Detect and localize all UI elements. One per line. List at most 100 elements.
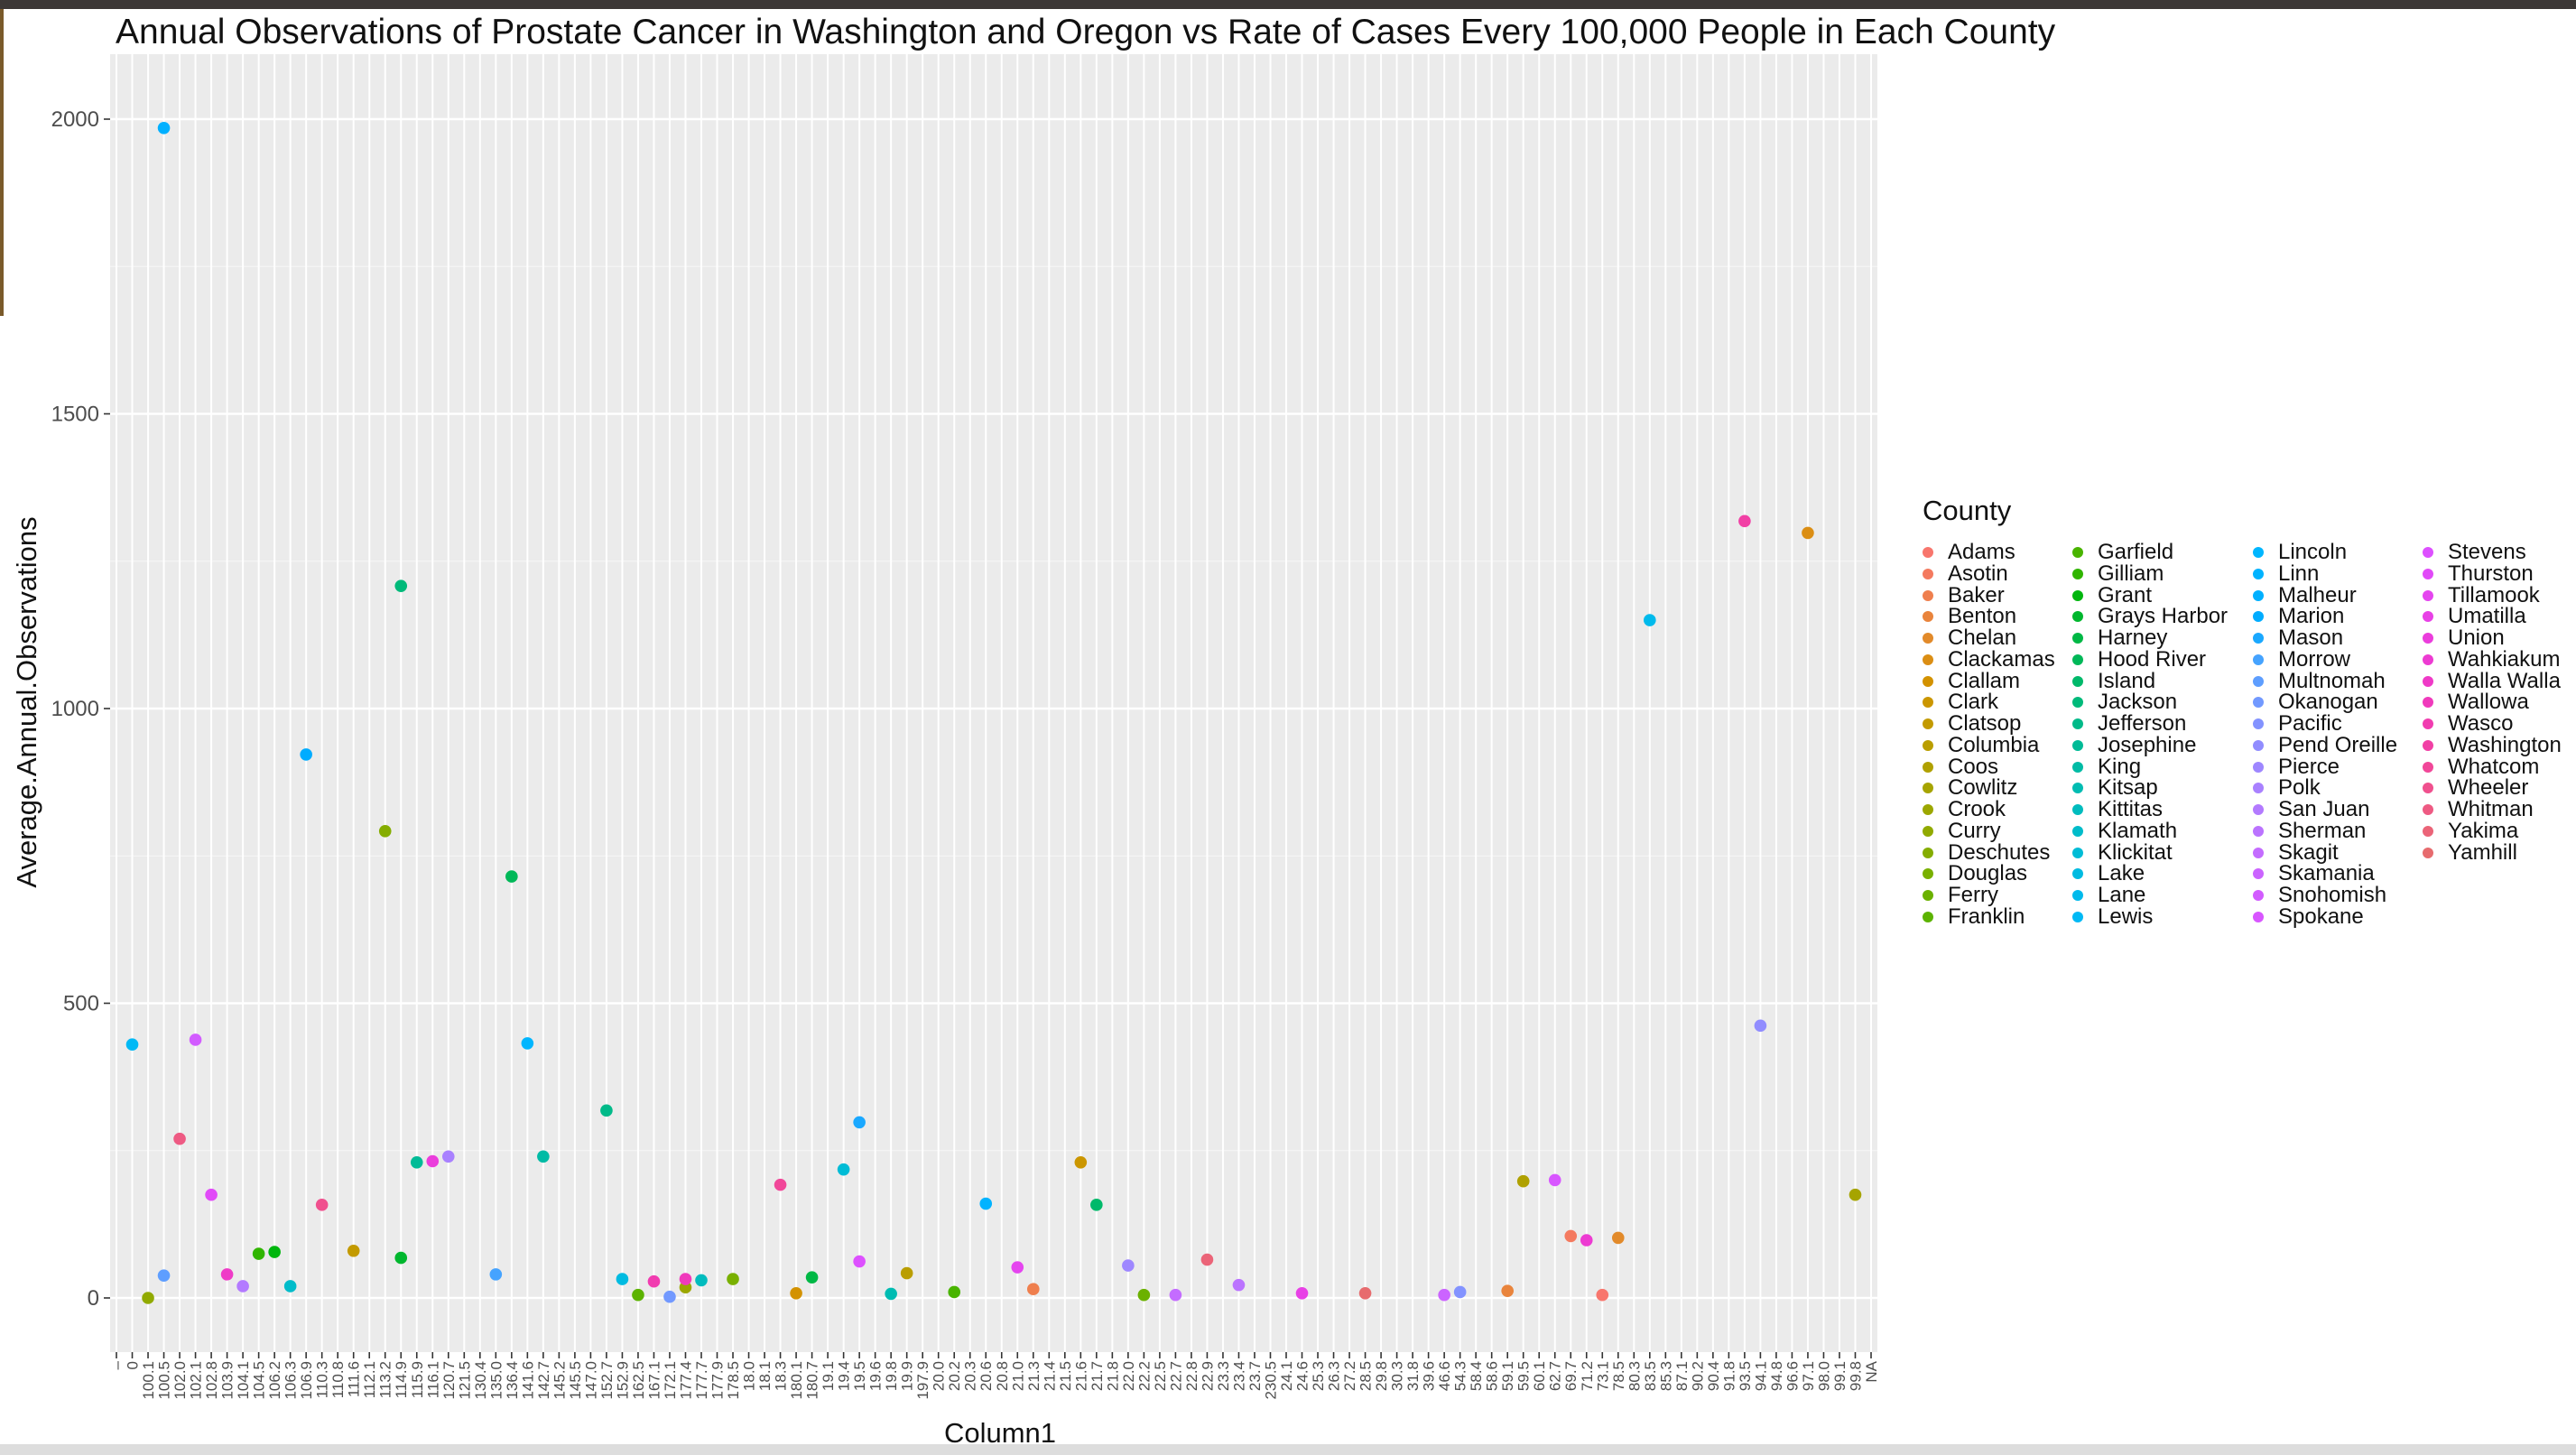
legend-label: Sherman: [2278, 818, 2367, 843]
legend-label: Kitsap: [2098, 775, 2158, 801]
y-tick-label: 0: [88, 1286, 99, 1311]
x-tick-label: 19.1: [820, 1361, 837, 1391]
y-tick-label: 2000: [51, 107, 99, 132]
legend-swatch: [2423, 739, 2433, 751]
data-point: [1169, 1288, 1182, 1302]
legend-swatch: [2072, 847, 2083, 858]
legend-swatch: [1923, 783, 1933, 794]
legend-swatch: [1923, 611, 1933, 623]
x-tick-label: 106.2: [266, 1361, 283, 1400]
x-tick-label: 23.4: [1230, 1361, 1247, 1391]
data-point: [600, 1104, 613, 1117]
data-point: [1611, 1231, 1625, 1245]
data-point: [1358, 1286, 1372, 1300]
data-point: [1090, 1199, 1103, 1211]
chart-title: Annual Observations of Prostate Cancer i…: [116, 13, 2056, 51]
x-tick-label: 152.9: [614, 1361, 631, 1400]
x-tick-label: 21.7: [1089, 1361, 1106, 1391]
data-point: [394, 579, 408, 592]
data-point: [948, 1285, 961, 1299]
legend-swatch: [2253, 718, 2264, 729]
x-tick-label: 22.8: [1183, 1361, 1200, 1391]
x-tick-label: 20.2: [946, 1361, 963, 1391]
x-tick-label: 136.4: [504, 1361, 521, 1400]
x-tick-label: 230.5: [1262, 1361, 1279, 1400]
x-tick-label: 91.8: [1720, 1361, 1737, 1391]
x-tick-label: 18.0: [741, 1361, 758, 1391]
legend-swatch: [2253, 761, 2264, 773]
data-point: [157, 1269, 171, 1282]
legend-swatch: [1923, 589, 1933, 601]
legend-swatch: [2423, 633, 2433, 644]
legend-swatch: [1923, 718, 1933, 729]
legend-label: Wasco: [2448, 711, 2514, 736]
x-tick-label: 100.1: [140, 1361, 157, 1400]
window-bottom-edge: [0, 1444, 2576, 1455]
legend-label: Jackson: [2098, 690, 2178, 715]
legend-label: Garfield: [2098, 540, 2174, 564]
legend-swatch: [2253, 568, 2264, 579]
x-tick-label: 100.5: [156, 1361, 173, 1400]
data-point: [268, 1246, 281, 1258]
legend-label: Umatilla: [2448, 604, 2526, 629]
legend-swatch: [2072, 868, 2083, 880]
legend-swatch: [2253, 868, 2264, 880]
legend-label: Lane: [2098, 883, 2146, 907]
legend-swatch: [2072, 718, 2083, 729]
legend-label: Asotin: [1948, 561, 2008, 586]
legend-label: Clark: [1948, 690, 1999, 715]
legend-swatch: [2072, 697, 2083, 709]
x-tick-label: 99.1: [1831, 1361, 1849, 1391]
legend-label: Skamania: [2278, 861, 2375, 886]
y-tick-label: 1000: [51, 697, 99, 721]
legend-label: Whitman: [2448, 797, 2534, 821]
legend-label: Curry: [1948, 818, 2001, 843]
legend-label: Crook: [1948, 797, 2006, 821]
x-tick-label: 30.3: [1389, 1361, 1406, 1391]
legend-label: Coos: [1948, 754, 1999, 779]
x-tick-label: 24.6: [1294, 1361, 1311, 1391]
legend-label: Harney: [2098, 626, 2168, 650]
data-point: [205, 1188, 218, 1201]
legend-swatch: [2072, 675, 2083, 687]
legend-label: Klickitat: [2098, 839, 2173, 865]
x-tick-label: 46.6: [1436, 1361, 1453, 1391]
legend-swatch: [1923, 804, 1933, 815]
x-tick-label: 162.5: [630, 1361, 647, 1400]
legend-swatch: [2423, 804, 2433, 815]
data-point: [805, 1271, 819, 1284]
x-tick-label: 93.5: [1737, 1361, 1754, 1391]
data-point: [489, 1268, 503, 1281]
data-point: [378, 825, 392, 838]
legend-swatch: [2072, 653, 2083, 665]
x-tick-label: 24.1: [1278, 1361, 1295, 1391]
legend-swatch: [2072, 783, 2083, 794]
legend-swatch: [2072, 739, 2083, 751]
legend-swatch: [1923, 761, 1933, 773]
legend-swatch: [2072, 911, 2083, 922]
legend-swatch: [2423, 718, 2433, 729]
legend-swatch: [2072, 804, 2083, 815]
x-tick-label: 178.5: [725, 1361, 742, 1400]
x-tick-label: 21.6: [1072, 1361, 1089, 1391]
x-tick-label: 121.5: [456, 1361, 473, 1400]
data-point: [679, 1273, 692, 1285]
legend-label: Lincoln: [2278, 540, 2348, 564]
x-tick-label: 20.3: [962, 1361, 979, 1391]
x-tick-label: 102.8: [203, 1361, 220, 1400]
x-tick-label: 110.8: [329, 1361, 347, 1398]
data-point: [1453, 1285, 1467, 1299]
data-point: [315, 1199, 329, 1211]
legend-label: Adams: [1948, 540, 2015, 564]
data-point: [347, 1244, 360, 1257]
x-tick-label: 54.3: [1452, 1361, 1469, 1391]
legend-swatch: [1923, 911, 1933, 922]
x-tick-label: 94.8: [1768, 1361, 1785, 1391]
legend-swatch: [2253, 911, 2264, 922]
data-point: [979, 1197, 993, 1210]
x-tick-label: 23.3: [1215, 1361, 1232, 1391]
legend-label: Yamhill: [2448, 839, 2517, 865]
y-tick-label: 1500: [51, 403, 99, 427]
data-point: [441, 1150, 455, 1163]
legend-label: Island: [2098, 668, 2156, 693]
